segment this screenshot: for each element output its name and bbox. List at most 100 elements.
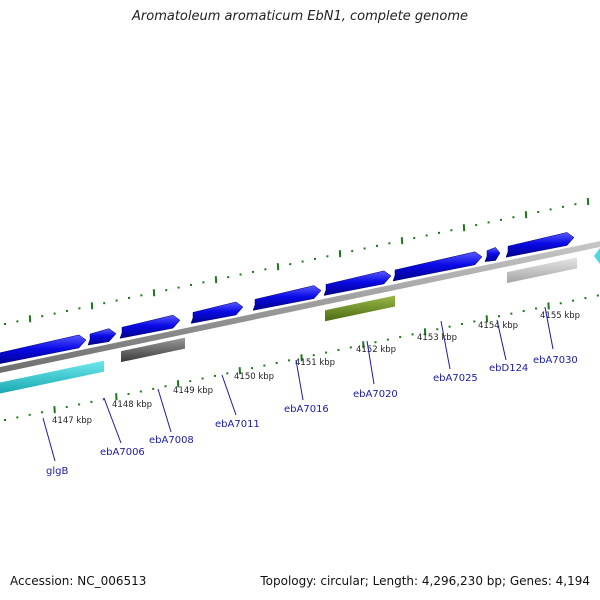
minor-tick	[227, 276, 230, 279]
minor-tick	[103, 302, 106, 305]
minor-tick	[165, 289, 168, 292]
minor-tick	[349, 346, 352, 349]
minor-tick	[386, 338, 389, 341]
minor-tick	[251, 367, 253, 370]
cds-bar-olive	[325, 295, 395, 322]
minor-tick	[535, 307, 538, 310]
minor-tick	[102, 398, 105, 401]
kbp-label: 4151 kbp	[295, 358, 335, 368]
gene-label-ebA7025[interactable]: ebA7025	[433, 373, 478, 384]
minor-tick	[596, 294, 599, 297]
minor-tick	[16, 416, 19, 419]
minor-tick	[411, 333, 414, 336]
minor-tick	[213, 374, 216, 377]
minor-tick	[4, 419, 6, 421]
minor-tick	[512, 216, 515, 219]
gene-label-ebA7030[interactable]: ebA7030	[533, 355, 578, 366]
gene-label-ebA7006[interactable]: ebA7006	[100, 447, 145, 458]
minor-tick	[537, 211, 540, 214]
minor-tick	[41, 411, 44, 414]
minor-tick	[498, 315, 500, 318]
minor-tick	[448, 325, 451, 328]
minor-tick	[239, 273, 242, 276]
cds-bar-dark-gray	[121, 337, 185, 363]
minor-tick	[363, 247, 366, 250]
kbp-label: 4147 kbp	[52, 416, 92, 426]
minor-tick	[301, 260, 304, 263]
minor-tick	[473, 320, 476, 323]
minor-tick	[190, 283, 192, 286]
minor-tick	[413, 237, 416, 240]
minor-tick	[152, 387, 155, 390]
gene-arrow	[505, 232, 575, 258]
gene-labels: glgB ebA7006 ebA7008 ebA7011 ebA7016 ebA…	[46, 355, 578, 477]
minor-tick	[314, 257, 316, 260]
gene-arrow	[190, 301, 244, 324]
minor-tick	[189, 380, 192, 383]
minor-tick	[201, 377, 204, 380]
minor-tick	[4, 323, 6, 325]
minor-tick	[252, 270, 254, 273]
gene-label-glgB[interactable]: glgB	[46, 466, 68, 477]
cds-bar-cyan	[0, 360, 104, 394]
gene-label-ebA7020[interactable]: ebA7020	[353, 389, 398, 400]
genome-backbone	[0, 241, 600, 373]
minor-tick	[139, 390, 142, 393]
gene-arrow	[0, 334, 87, 364]
gene-arrow	[323, 270, 392, 296]
minor-tick	[584, 297, 587, 300]
accession-text: Accession: NC_006513	[10, 574, 147, 588]
minor-tick	[115, 299, 118, 302]
minor-tick	[78, 307, 81, 310]
minor-tick	[275, 361, 278, 364]
minor-tick	[53, 312, 56, 315]
minor-tick	[140, 294, 143, 297]
minor-tick	[263, 364, 266, 367]
minor-tick	[438, 231, 440, 234]
minor-tick	[337, 348, 340, 351]
minor-tick	[226, 372, 229, 375]
minor-tick	[65, 406, 68, 409]
minor-tick	[487, 221, 490, 224]
gene-leader-lines	[42, 306, 554, 462]
minor-tick	[28, 413, 31, 416]
gene-label-ebA7008[interactable]: ebA7008	[149, 435, 194, 446]
minor-tick	[289, 263, 292, 266]
inner-tick-scale	[4, 294, 599, 421]
kbp-label: 4149 kbp	[173, 386, 213, 396]
minor-tick	[177, 286, 180, 289]
kbp-label: 4153 kbp	[417, 333, 457, 343]
minor-tick	[41, 315, 44, 318]
minor-tick	[326, 255, 329, 258]
kbp-label: 4150 kbp	[234, 372, 274, 382]
minor-tick	[264, 268, 267, 271]
minor-tick	[436, 328, 439, 331]
minor-tick	[78, 403, 81, 406]
kbp-label: 4148 kbp	[112, 400, 152, 410]
minor-tick	[388, 242, 391, 245]
minor-tick	[312, 354, 315, 357]
minor-tick	[425, 234, 428, 237]
gene-label-ebA7016[interactable]: ebA7016	[284, 404, 329, 415]
forward-strand-genes[interactable]	[0, 232, 600, 365]
gene-label-ebA7011[interactable]: ebA7011	[215, 419, 260, 430]
outer-tick-scale	[4, 198, 590, 325]
minor-tick	[374, 341, 377, 344]
minor-tick	[450, 229, 453, 232]
minor-tick	[66, 309, 68, 312]
minor-tick	[572, 299, 575, 302]
minor-tick	[351, 250, 354, 253]
minor-tick	[127, 393, 130, 396]
minor-tick	[288, 359, 291, 362]
reverse-strand-cds[interactable]	[0, 257, 577, 395]
minor-tick	[475, 224, 478, 227]
minor-tick	[562, 205, 564, 208]
minor-tick	[376, 244, 378, 247]
gene-label-ebD124[interactable]: ebD124	[489, 363, 528, 374]
minor-tick	[549, 208, 552, 211]
gene-arrow	[392, 251, 483, 282]
gene-arrow	[119, 314, 181, 339]
kbp-label: 4155 kbp	[540, 311, 580, 321]
minor-tick	[128, 296, 130, 299]
